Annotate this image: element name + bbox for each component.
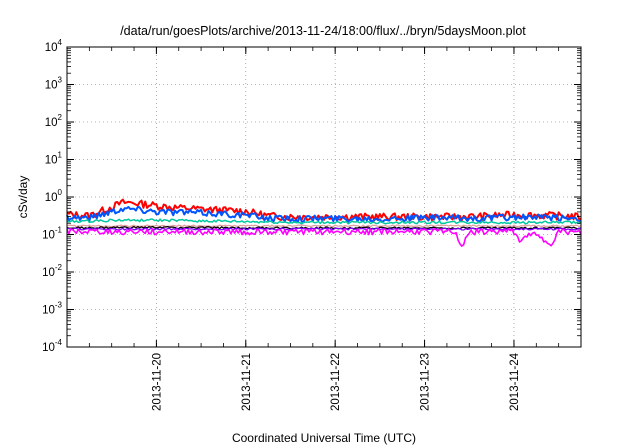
series-line-2	[66, 205, 582, 223]
x-tick-label: 2013-11-24	[509, 352, 521, 411]
y-tick-label: 102	[45, 113, 63, 129]
y-tick-label: 103	[45, 76, 63, 92]
grid	[67, 47, 581, 347]
x-tick-label: 2013-11-20	[151, 353, 163, 411]
series-line-1	[66, 198, 582, 222]
y-axis-label: cSv/day	[16, 176, 30, 219]
series-layer	[66, 198, 582, 247]
y-tick-label: 10-3	[42, 301, 62, 317]
y-tick-label: 10-4	[42, 338, 62, 354]
chart-title: /data/run/goesPlots/archive/2013-11-24/1…	[120, 24, 526, 38]
y-tick-label: 10-1	[42, 226, 62, 242]
y-tick-label: 101	[45, 151, 63, 167]
x-axis-label: Coordinated Universal Time (UTC)	[232, 431, 416, 445]
y-tick-label: 104	[45, 38, 63, 54]
y-tick-label: 10-2	[42, 263, 62, 279]
series-line-3	[66, 218, 582, 225]
y-tick-label: 100	[45, 188, 63, 204]
x-tick-label: 2013-11-22	[330, 353, 342, 411]
series-line-4	[66, 224, 582, 228]
series-line-7	[66, 228, 582, 247]
ticks: 10-4 10-3 10-2 10-1 100 101 102 103 104 2013-11-2…	[42, 38, 581, 411]
x-tick-label: 2013-11-23	[420, 353, 432, 411]
x-tick-label: 2013-11-21	[241, 353, 253, 411]
